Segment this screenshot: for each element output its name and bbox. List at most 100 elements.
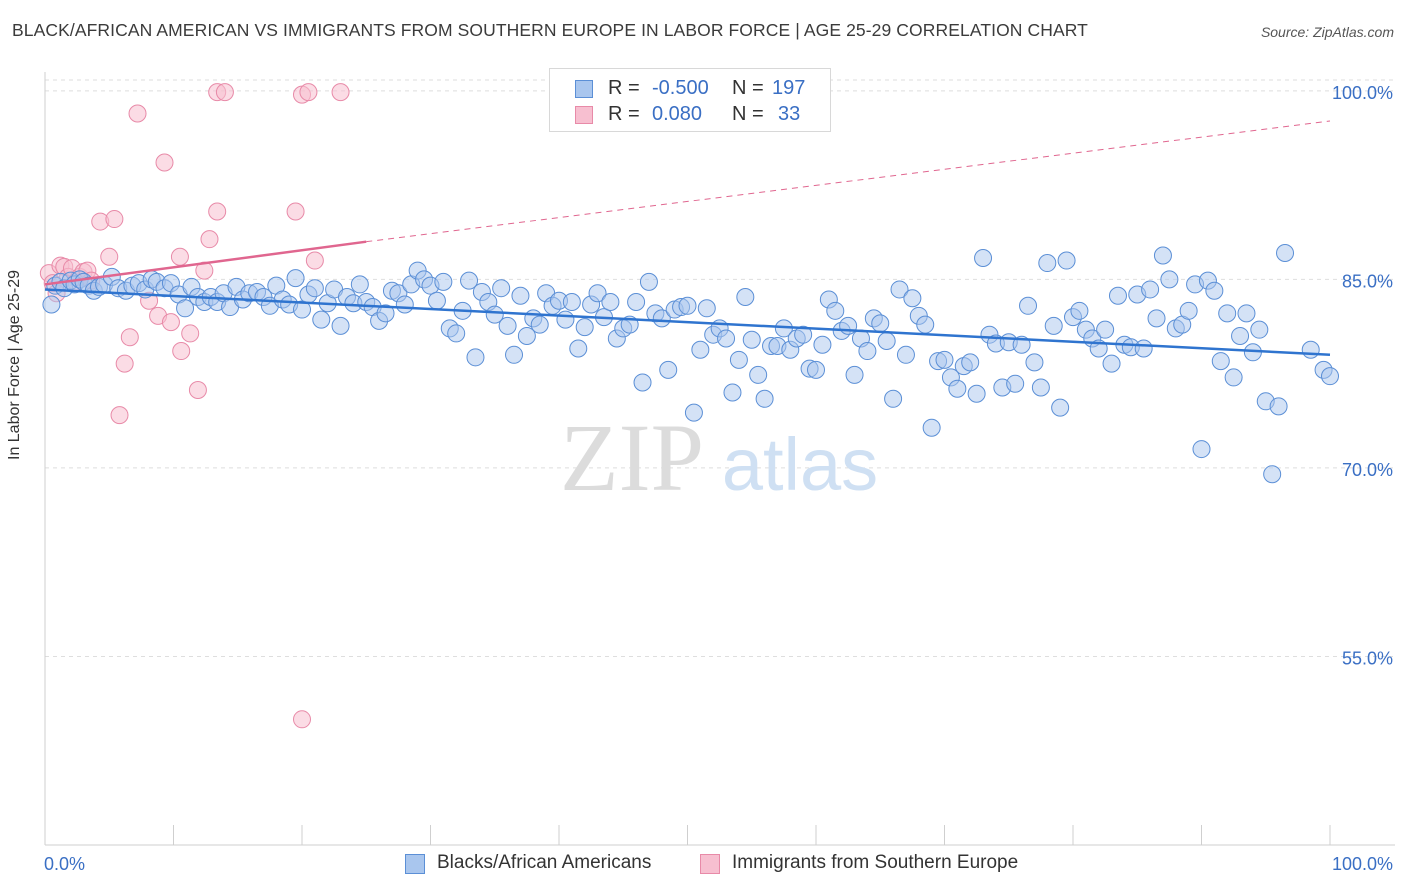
pink-point <box>181 324 200 343</box>
blue-point <box>376 304 395 323</box>
blue-point <box>916 315 935 334</box>
blue-point <box>884 389 903 408</box>
blue-point <box>434 272 453 291</box>
tick-labels: 100.0% 85.0% 70.0% 55.0% 0.0% 100.0% <box>44 83 1393 874</box>
blue-point <box>684 403 703 422</box>
pink-point <box>100 247 119 266</box>
blue-point <box>1147 309 1166 328</box>
blue-point <box>517 326 536 345</box>
blue-point <box>723 383 742 402</box>
blue-point <box>1321 367 1339 386</box>
pink-point <box>110 406 129 425</box>
bottom-legend-label-blue: Blacks/African Americans <box>437 852 652 873</box>
blue-point <box>729 350 748 369</box>
axes <box>44 72 1395 846</box>
blue-point <box>350 275 369 294</box>
blue-trend-line <box>44 288 1331 357</box>
blue-point <box>1102 354 1121 373</box>
x-tick-label-left: 0.0% <box>44 854 85 874</box>
blue-point <box>460 271 479 290</box>
blue-point <box>1224 368 1243 387</box>
blue-point <box>1192 440 1211 459</box>
legend-r-label: R = <box>608 103 640 125</box>
pink-point <box>286 202 305 221</box>
y-tick-label: 100.0% <box>1332 83 1393 103</box>
legend-r-value-blue: -0.500 <box>652 77 709 99</box>
blue-point <box>961 353 980 372</box>
pink-point <box>200 230 219 249</box>
blue-point <box>967 384 986 403</box>
pink-point <box>128 104 147 123</box>
blue-point <box>530 315 549 334</box>
blue-point <box>588 284 607 303</box>
blue-point <box>427 291 446 310</box>
pink-point <box>161 313 180 332</box>
blue-point <box>1038 254 1057 273</box>
blue-point <box>697 299 716 318</box>
blue-point <box>1301 340 1320 359</box>
legend-n-value-blue: 197 <box>772 77 806 99</box>
bottom-legend-label-pink: Immigrants from Southern Europe <box>732 852 1019 873</box>
pink-point <box>299 83 318 102</box>
y-axis-label: In Labor Force | Age 25-29 <box>6 269 23 460</box>
blue-point <box>1025 353 1044 372</box>
watermark-zip: ZIP <box>560 404 704 511</box>
blue-point <box>877 331 896 350</box>
blue-point <box>890 280 909 299</box>
blue-point <box>717 329 736 348</box>
blue-point <box>659 360 678 379</box>
chart-title: BLACK/AFRICAN AMERICAN VS IMMIGRANTS FRO… <box>12 20 1088 40</box>
blue-point <box>1070 301 1089 320</box>
blue-point <box>485 305 504 324</box>
legend-r-label: R = <box>608 77 640 99</box>
blue-point <box>601 293 620 312</box>
y-tick-label: 70.0% <box>1342 460 1393 480</box>
blue-point <box>1269 397 1288 416</box>
blue-point <box>1276 243 1295 262</box>
blue-point <box>974 249 993 268</box>
correlation-legend: R = -0.500 N = 197 R = 0.080 N = 33 <box>549 68 831 132</box>
y-tick-label: 55.0% <box>1342 648 1393 668</box>
blue-point <box>794 325 813 344</box>
bottom-legend-swatch-blue <box>405 854 425 874</box>
blue-point <box>633 373 652 392</box>
blue-point <box>447 324 466 343</box>
pink-point <box>105 210 124 229</box>
blue-point <box>755 389 774 408</box>
blue-point <box>935 350 954 369</box>
blue-point <box>305 279 324 298</box>
legend-swatch-blue <box>575 80 593 98</box>
blue-point <box>639 272 658 291</box>
blue-point <box>1231 326 1250 345</box>
pink-point <box>115 354 134 373</box>
blue-point <box>1006 374 1025 393</box>
pink-point <box>215 83 234 102</box>
blue-point <box>1263 465 1282 484</box>
blue-point <box>736 287 755 306</box>
trend-lines <box>44 120 1331 357</box>
source-credit: Source: ZipAtlas.com <box>1260 24 1394 40</box>
blue-point <box>749 365 768 384</box>
blue-point <box>1019 296 1038 315</box>
blue-point <box>466 348 485 367</box>
blue-point <box>1031 378 1050 397</box>
blue-point <box>286 269 305 288</box>
legend-r-value-pink: 0.080 <box>652 103 703 125</box>
blue-point <box>1160 270 1179 289</box>
blue-point <box>498 316 517 335</box>
legend-row-blue: R = -0.500 N = 197 <box>550 75 830 101</box>
blue-point <box>826 301 845 320</box>
pink-point <box>208 202 227 221</box>
blue-point <box>575 318 594 337</box>
blue-point <box>1108 286 1127 305</box>
blue-point <box>1051 398 1070 417</box>
bottom-legend-swatch-pink <box>700 854 720 874</box>
pink-point <box>293 710 311 729</box>
pink-series <box>39 83 350 729</box>
blue-point <box>807 360 825 379</box>
blue-point <box>922 418 941 437</box>
blue-point <box>742 330 761 349</box>
blue-point <box>1141 280 1160 299</box>
blue-point <box>691 340 710 359</box>
